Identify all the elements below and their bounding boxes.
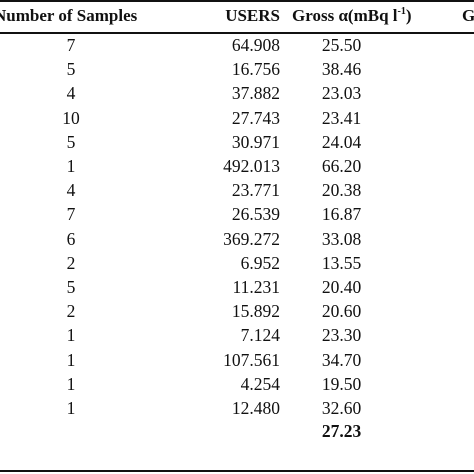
header-gross-alpha-prefix: Gross α(mBq l: [292, 6, 398, 25]
cell-gross-alpha: 32.60: [321, 398, 362, 418]
cell-number-of-samples: 1: [66, 373, 76, 394]
cell-users: 492.013: [223, 156, 280, 176]
cell-number-of-samples: 1: [66, 349, 76, 370]
cell-users: 4.254: [240, 373, 280, 394]
cell-users: 16.756: [231, 59, 280, 80]
cell-number-of-samples: 1: [66, 156, 76, 176]
header-gross-alpha-exponent: -1: [397, 6, 406, 17]
cell-users: 11.231: [232, 277, 280, 297]
cell-gross-alpha: 25.50: [321, 35, 362, 55]
cell-users: 107.561: [223, 349, 280, 370]
cell-gross-alpha: 34.70: [321, 349, 362, 370]
cell-gross-alpha: 66.20: [321, 156, 362, 176]
cell-gross-alpha: 19.50: [321, 373, 362, 394]
cell-gross-alpha: 23.03: [321, 83, 362, 104]
cell-number-of-samples: 2: [66, 301, 76, 322]
cell-number-of-samples: 2: [66, 252, 76, 273]
cell-users: 37.882: [231, 83, 280, 104]
cell-number-of-samples: 5: [66, 131, 76, 152]
header-number-of-samples: Number of Samples: [0, 6, 138, 25]
cell-number-of-samples: 6: [66, 228, 76, 249]
cell-users: 64.908: [231, 35, 280, 55]
cell-number-of-samples: 7: [66, 204, 76, 225]
cell-number-of-samples: 1: [66, 325, 76, 346]
header-users: USERS: [225, 6, 280, 25]
header-cut-off-column: G: [462, 6, 474, 25]
cell-number-of-samples: 7: [66, 35, 76, 55]
cell-number-of-samples: 10: [62, 107, 80, 128]
cell-gross-alpha: 20.38: [321, 180, 362, 201]
cell-gross-alpha: 13.55: [321, 252, 362, 273]
cell-gross-alpha: 33.08: [321, 228, 362, 249]
cell-number-of-samples: 5: [66, 277, 76, 297]
cell-gross-alpha: 20.60: [321, 301, 362, 322]
cell-users: 7.124: [240, 325, 280, 346]
cell-number-of-samples: 1: [66, 398, 76, 418]
cell-number-of-samples: 4: [66, 83, 76, 104]
cell-users: 12.480: [231, 398, 280, 418]
cell-gross-alpha: 23.41: [321, 107, 362, 128]
header-gross-alpha: Gross α(mBq l-1): [292, 2, 452, 30]
cell-users: 26.539: [231, 204, 280, 225]
cell-gross-alpha: 23.30: [321, 325, 362, 346]
table-top-rule: [0, 0, 474, 2]
table-bottom-rule: [0, 470, 474, 472]
cell-number-of-samples: 5: [66, 59, 76, 80]
header-rule: [0, 32, 474, 34]
cell-users: 23.771: [231, 180, 280, 201]
cell-users: 30.971: [231, 131, 280, 152]
cell-gross-alpha: 20.40: [321, 277, 362, 297]
cell-users: 369.272: [223, 228, 280, 249]
cell-users: 27.743: [231, 107, 280, 128]
cell-gross-alpha: 38.46: [321, 59, 362, 80]
header-gross-alpha-suffix: ): [405, 6, 412, 25]
gross-alpha-mean: 27.23: [321, 421, 362, 442]
cell-gross-alpha: 24.04: [321, 131, 362, 152]
cell-number-of-samples: 4: [66, 180, 76, 201]
cell-users: 6.952: [240, 252, 280, 273]
cell-gross-alpha: 16.87: [321, 204, 362, 225]
cell-users: 15.892: [231, 301, 280, 322]
